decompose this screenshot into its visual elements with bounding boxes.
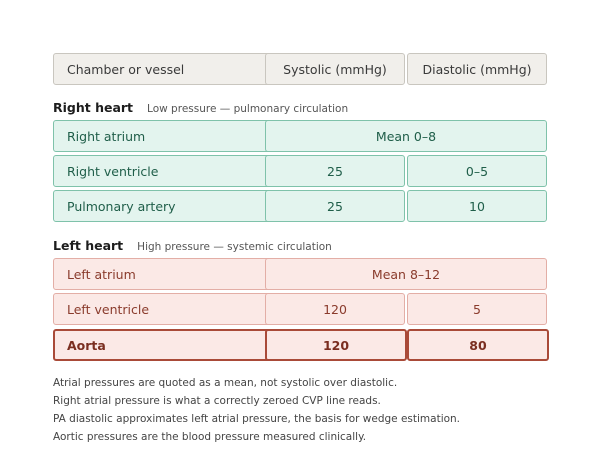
row-label: Left ventricle	[53, 293, 276, 325]
row-systolic: 120	[265, 329, 407, 361]
header-systolic: Systolic (mmHg)	[265, 53, 405, 85]
row-systolic: 120	[265, 293, 405, 325]
row-label: Aorta	[53, 329, 277, 361]
footnote: PA diastolic approximates left atrial pr…	[53, 413, 461, 425]
row-diastolic: 10	[407, 190, 547, 222]
row-label: Left atrium	[53, 258, 276, 290]
row-mean-value: Mean 0–8	[265, 120, 547, 152]
left-heart-section-title: Left heart High pressure — systemic circ…	[53, 238, 332, 253]
row-systolic: 25	[265, 155, 405, 187]
row-diastolic: 80	[407, 329, 549, 361]
row-label: Right atrium	[53, 120, 276, 152]
right-heart-subtitle: Low pressure — pulmonary circulation	[147, 103, 349, 115]
header-chamber: Chamber or vessel	[53, 53, 276, 85]
header-diastolic: Diastolic (mmHg)	[407, 53, 547, 85]
footnote: Aortic pressures are the blood pressure …	[53, 431, 367, 443]
row-mean-value: Mean 8–12	[265, 258, 547, 290]
footnote: Right atrial pressure is what a correctl…	[53, 395, 381, 407]
row-label: Pulmonary artery	[53, 190, 276, 222]
row-diastolic: 0–5	[407, 155, 547, 187]
row-label: Right ventricle	[53, 155, 276, 187]
footnote: Atrial pressures are quoted as a mean, n…	[53, 377, 398, 389]
right-heart-section-title: Right heart Low pressure — pulmonary cir…	[53, 100, 348, 115]
row-systolic: 25	[265, 190, 405, 222]
right-heart-title: Right heart	[53, 100, 134, 115]
left-heart-subtitle: High pressure — systemic circulation	[137, 241, 332, 253]
row-diastolic: 5	[407, 293, 547, 325]
left-heart-title: Left heart	[53, 238, 124, 253]
footnotes: Atrial pressures are quoted as a mean, n…	[53, 374, 460, 446]
